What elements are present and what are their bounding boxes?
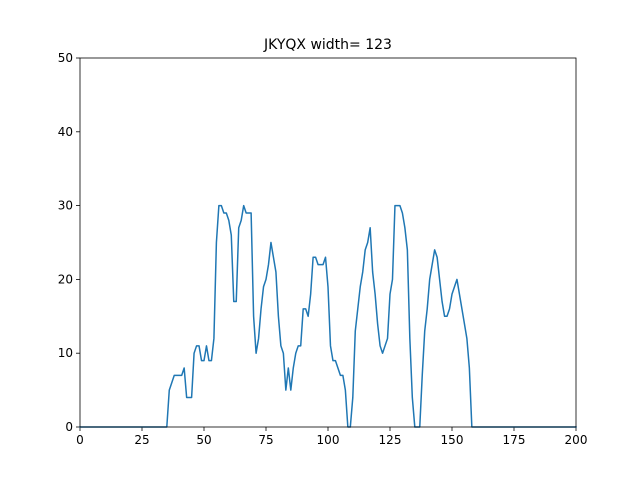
y-tick-label: 20	[58, 272, 73, 286]
x-tick-label: 100	[317, 433, 340, 447]
x-tick-label: 200	[565, 433, 588, 447]
x-tick-label: 25	[134, 433, 149, 447]
y-tick-label: 0	[65, 420, 73, 434]
x-tick-label: 0	[76, 433, 84, 447]
y-tick-label: 10	[58, 346, 73, 360]
plot-frame	[79, 57, 577, 428]
x-tick-label: 125	[379, 433, 402, 447]
axis-ticks: 0 25 50 75 100 125 150 175 200 0 10 20 30 40 50	[58, 51, 588, 447]
y-tick-label: 30	[58, 199, 73, 213]
chart-title: JKYQX width= 123	[263, 37, 392, 53]
x-tick-label: 175	[503, 433, 526, 447]
y-tick-label: 40	[58, 125, 73, 139]
x-tick-label: 150	[441, 433, 464, 447]
x-tick-label: 75	[258, 433, 273, 447]
x-tick-label: 50	[196, 433, 211, 447]
series-line	[79, 204, 577, 428]
y-tick-label: 50	[58, 51, 73, 65]
